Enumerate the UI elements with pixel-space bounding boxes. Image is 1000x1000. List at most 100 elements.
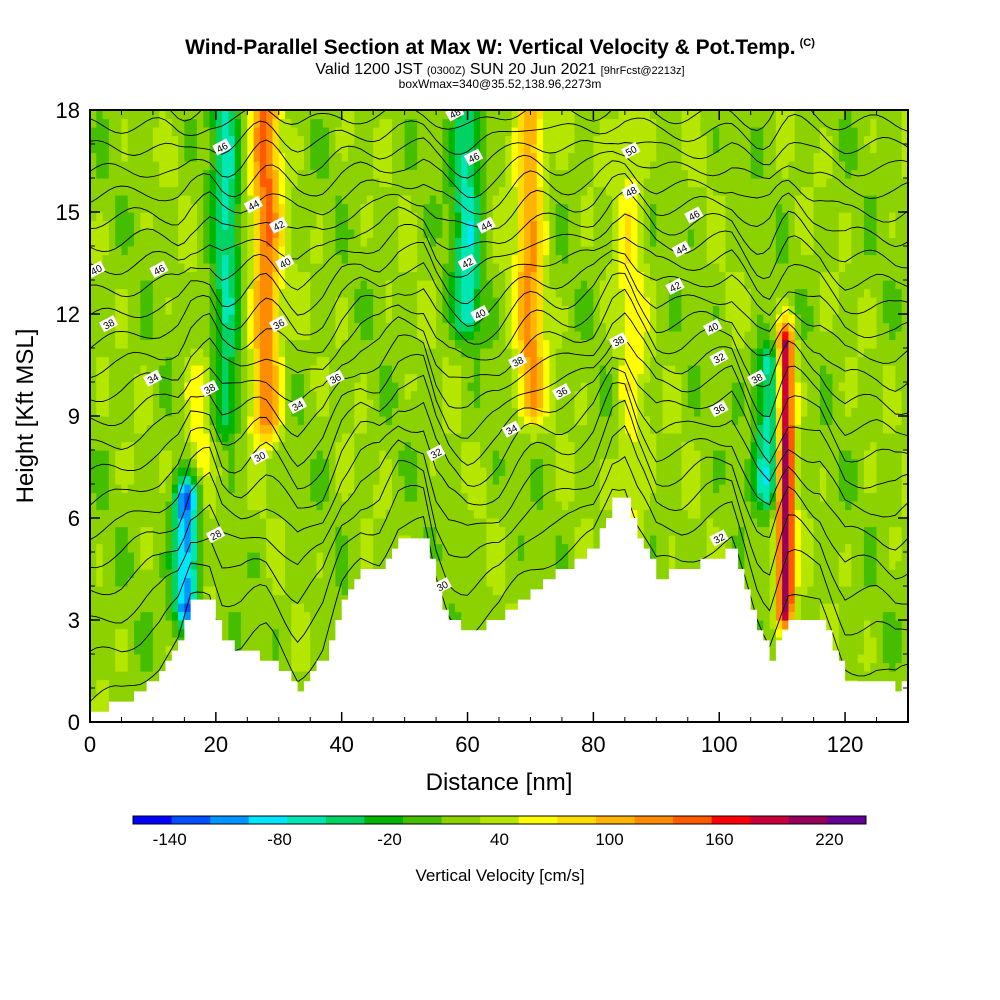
velocity-cell: [310, 212, 318, 222]
velocity-cell: [159, 356, 167, 366]
velocity-cell: [385, 441, 393, 451]
velocity-cell: [121, 458, 129, 468]
velocity-cell: [511, 492, 519, 502]
velocity-cell: [171, 212, 179, 222]
velocity-cell: [196, 288, 204, 298]
velocity-cell: [165, 586, 173, 596]
velocity-cell: [373, 169, 381, 179]
velocity-cell: [505, 399, 513, 409]
velocity-cell: [241, 322, 248, 332]
velocity-cell: [448, 603, 456, 613]
velocity-cell: [423, 186, 431, 196]
velocity-cell: [90, 501, 97, 511]
velocity-cell: [341, 535, 349, 545]
velocity-cell: [178, 543, 185, 553]
velocity-cell: [90, 560, 97, 570]
velocity-cell: [266, 135, 274, 145]
velocity-cell: [467, 246, 475, 256]
velocity-cell: [436, 560, 443, 570]
velocity-cell: [499, 373, 506, 383]
velocity-cell: [436, 271, 443, 281]
velocity-cell: [379, 484, 387, 494]
velocity-cell: [152, 433, 160, 443]
velocity-cell: [184, 203, 192, 213]
velocity-cell: [222, 161, 230, 171]
velocity-cell: [184, 373, 192, 383]
velocity-cell: [473, 144, 481, 154]
velocity-cell: [511, 458, 519, 468]
velocity-cell: [115, 365, 123, 375]
velocity-cell: [190, 144, 198, 154]
velocity-cell: [492, 484, 500, 494]
velocity-cell: [473, 416, 481, 426]
velocity-cell: [222, 560, 230, 570]
velocity-cell: [499, 288, 506, 298]
velocity-cell: [159, 280, 167, 290]
velocity-cell: [379, 195, 387, 205]
velocity-cell: [505, 552, 513, 562]
velocity-cell: [234, 637, 242, 647]
velocity-cell: [360, 280, 368, 290]
velocity-cell: [442, 322, 450, 332]
velocity-cell: [341, 560, 349, 570]
velocity-cell: [259, 229, 267, 239]
velocity-cell: [108, 212, 116, 222]
velocity-cell: [278, 620, 286, 630]
velocity-cell: [215, 594, 223, 604]
velocity-cell: [278, 501, 286, 511]
velocity-cell: [448, 382, 456, 392]
velocity-cell: [222, 339, 230, 349]
velocity-cell: [442, 135, 450, 145]
velocity-cell: [392, 382, 399, 392]
velocity-cell: [272, 645, 280, 655]
velocity-cell: [209, 152, 217, 162]
velocity-cell: [360, 475, 368, 485]
velocity-cell: [329, 390, 336, 400]
velocity-cell: [517, 305, 525, 315]
velocity-cell: [222, 263, 230, 273]
velocity-cell: [505, 135, 513, 145]
velocity-cell: [108, 688, 116, 698]
velocity-cell: [303, 441, 311, 451]
velocity-cell: [134, 263, 141, 273]
velocity-cell: [215, 186, 223, 196]
velocity-cell: [511, 569, 519, 579]
velocity-cell: [347, 322, 355, 332]
velocity-cell: [253, 569, 261, 579]
velocity-cell: [410, 390, 418, 400]
velocity-cell: [121, 577, 129, 587]
velocity-cell: [448, 458, 456, 468]
velocity-cell: [410, 526, 418, 536]
velocity-cell: [473, 297, 481, 307]
velocity-cell: [480, 399, 488, 409]
velocity-cell: [108, 331, 116, 341]
velocity-cell: [329, 314, 336, 324]
velocity-cell: [486, 178, 494, 188]
velocity-cell: [140, 195, 148, 205]
velocity-cell: [134, 356, 141, 366]
velocity-cell: [253, 424, 261, 434]
velocity-cell: [196, 441, 204, 451]
velocity-cell: [429, 390, 437, 400]
velocity-cell: [134, 399, 141, 409]
velocity-cell: [379, 135, 387, 145]
velocity-cell: [190, 560, 198, 570]
velocity-cell: [152, 110, 160, 120]
velocity-cell: [171, 458, 179, 468]
valid-date: SUN 20 Jun 2021: [469, 61, 597, 78]
velocity-cell: [171, 535, 179, 545]
velocity-cell: [417, 382, 425, 392]
velocity-cell: [134, 178, 141, 188]
velocity-cell: [417, 509, 425, 519]
velocity-cell: [222, 220, 230, 230]
velocity-cell: [473, 569, 481, 579]
velocity-cell: [417, 458, 425, 468]
velocity-cell: [253, 399, 261, 409]
velocity-cell: [140, 288, 148, 298]
velocity-cell: [108, 696, 116, 706]
velocity-cell: [398, 450, 406, 460]
velocity-cell: [184, 535, 192, 545]
velocity-cell: [442, 458, 450, 468]
velocity-cell: [272, 475, 280, 485]
velocity-cell: [354, 339, 362, 349]
